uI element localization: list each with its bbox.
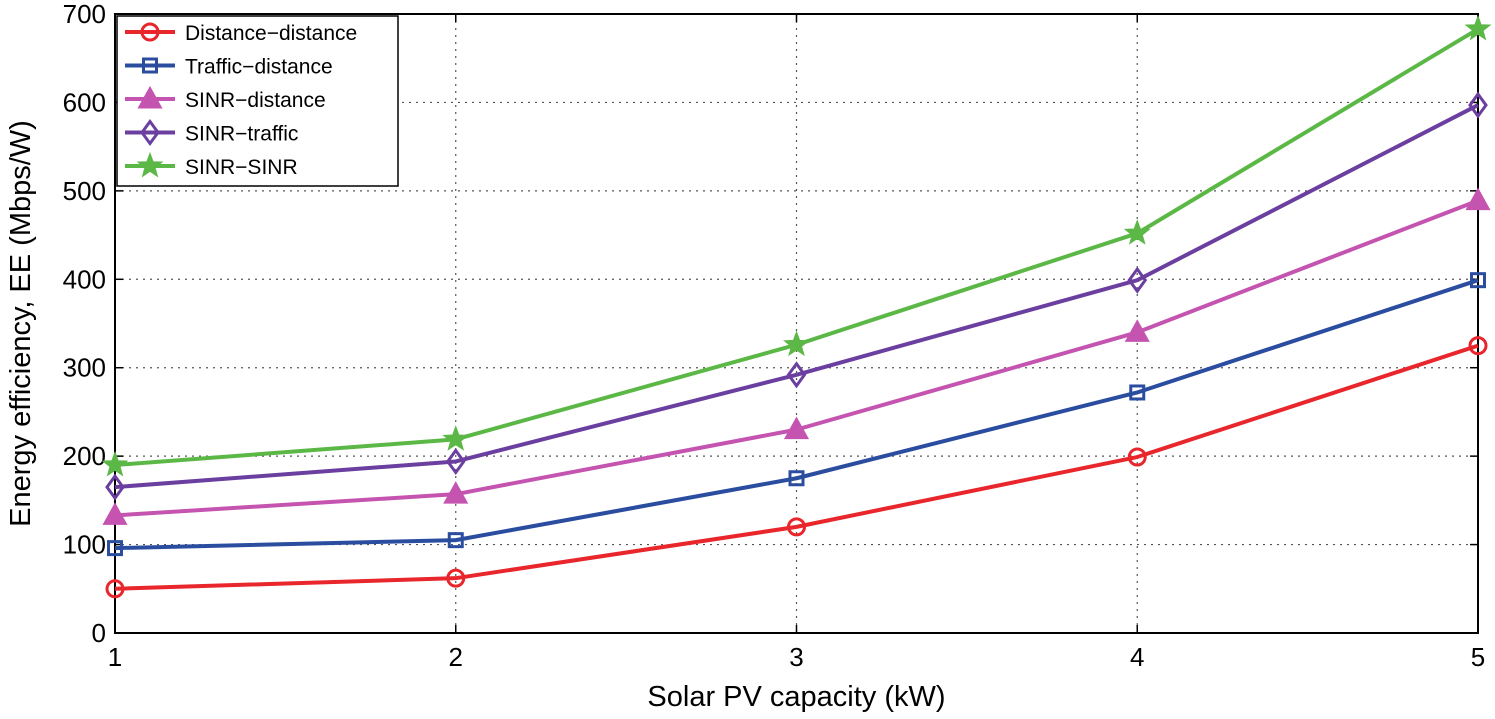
- data-point: [446, 568, 466, 588]
- series-4: [101, 14, 1492, 477]
- data-point: [783, 330, 810, 357]
- data-point: [1129, 384, 1146, 401]
- data-point: [101, 450, 129, 477]
- y-tick-label: 500: [63, 176, 106, 206]
- series-1: [107, 272, 1486, 557]
- data-point: [788, 470, 805, 487]
- data-point: [445, 447, 466, 475]
- data-point: [102, 502, 128, 525]
- legend-label: Distance−distance: [185, 22, 357, 45]
- y-tick-label: 300: [63, 353, 106, 383]
- axis-ticks: 1 2 3 4 5 0 100 200 300 400 500 600 700: [63, 0, 1486, 672]
- data-point: [105, 579, 125, 599]
- legend-label: SINR−traffic: [185, 123, 298, 146]
- x-tick-label: 2: [449, 642, 463, 672]
- legend-marker: [142, 57, 158, 74]
- legend-marker: [136, 151, 164, 178]
- legend-item: SINR−traffic: [125, 118, 298, 147]
- y-axis-label: Energy efficiency, EE (Mbps/W): [5, 120, 37, 527]
- data-point: [1123, 219, 1151, 245]
- x-tick-label: 1: [108, 642, 122, 672]
- data-point: [105, 473, 125, 501]
- series-2: [102, 187, 1491, 525]
- data-point: [786, 361, 807, 389]
- series-line: [114, 278, 1479, 551]
- data-point: [447, 532, 464, 549]
- x-axis-label: Solar PV capacity (kW): [647, 681, 945, 713]
- data-point: [442, 425, 470, 451]
- legend-label: Traffic−distance: [185, 56, 333, 79]
- legend-item: SINR−SINR: [125, 151, 298, 179]
- x-tick-label: 3: [789, 642, 803, 672]
- series-line: [114, 343, 1479, 591]
- data-point: [443, 481, 469, 504]
- legend-item: Distance−distance: [125, 22, 357, 45]
- series-3: [105, 91, 1488, 501]
- y-tick-label: 200: [63, 441, 106, 471]
- data-point: [783, 416, 810, 440]
- legend-label: SINR−SINR: [185, 156, 298, 179]
- legend-label: SINR−distance: [185, 89, 326, 112]
- data-point: [1127, 447, 1147, 467]
- data-point: [1468, 336, 1488, 356]
- legend: Distance−distance Traffic−distance SINR−di…: [116, 15, 399, 187]
- y-tick-label: 600: [63, 87, 106, 117]
- data-point: [1124, 319, 1150, 342]
- data-point: [1468, 91, 1488, 119]
- y-tick-label: 400: [63, 264, 106, 294]
- data-point: [1470, 272, 1486, 289]
- legend-item: Traffic−distance: [125, 56, 333, 79]
- x-tick-label: 4: [1130, 642, 1144, 672]
- y-tick-label: 700: [63, 0, 106, 29]
- legend-item: SINR−distance: [125, 85, 326, 112]
- data-point: [787, 517, 806, 537]
- series-layer: [101, 14, 1492, 599]
- data-point: [1127, 266, 1148, 294]
- data-point: [1464, 14, 1492, 41]
- legend-marker: [140, 22, 160, 42]
- y-tick-label: 100: [63, 530, 106, 560]
- x-tick-label: 5: [1471, 642, 1485, 672]
- y-tick-label: 0: [92, 618, 106, 648]
- legend-marker: [137, 85, 163, 109]
- data-point: [107, 540, 123, 557]
- series-line: [114, 103, 1479, 490]
- legend-marker: [140, 118, 160, 147]
- series-0: [105, 336, 1488, 599]
- data-point: [1465, 187, 1491, 211]
